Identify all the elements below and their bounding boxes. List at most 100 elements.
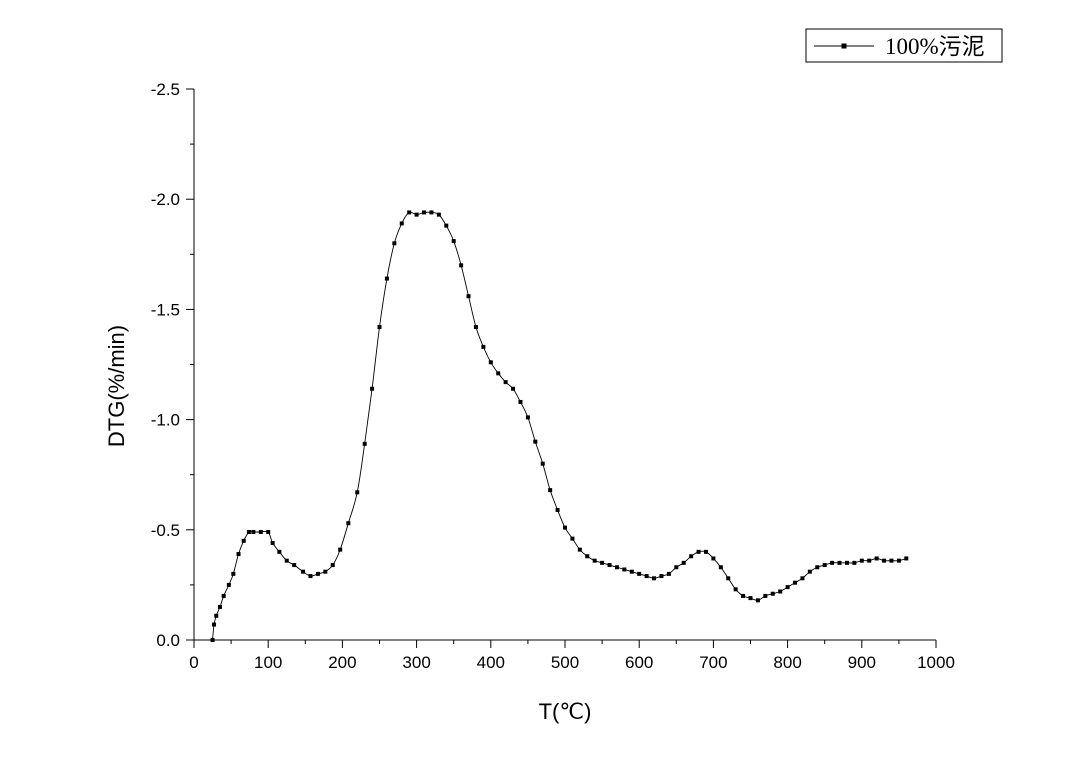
data-point [466, 294, 471, 299]
data-point [577, 547, 582, 552]
data-point [785, 585, 790, 590]
x-tick-label: 300 [402, 653, 430, 672]
data-point [292, 563, 297, 568]
data-point [241, 538, 246, 543]
data-point [511, 386, 516, 391]
data-point [882, 558, 887, 563]
data-point [518, 399, 523, 404]
data-point [778, 589, 783, 594]
x-tick-label: 400 [477, 653, 505, 672]
data-point [859, 558, 864, 563]
data-point [563, 525, 567, 530]
data-point [251, 530, 256, 534]
data-point [384, 276, 389, 281]
data-point [459, 263, 464, 268]
data-point [585, 554, 590, 559]
data-point [904, 556, 909, 561]
y-tick-label: -1.0 [151, 411, 180, 430]
data-point [652, 576, 657, 581]
data-point [284, 558, 289, 563]
data-point [277, 549, 282, 554]
data-point [308, 574, 313, 579]
data-point [770, 591, 775, 596]
data-point [399, 221, 404, 226]
legend-entry-label: 100%污泥 [885, 34, 985, 59]
data-point [644, 574, 649, 579]
data-point [236, 552, 241, 557]
data-point [689, 554, 694, 559]
data-point [429, 210, 434, 215]
data-point [370, 386, 375, 391]
data-point [896, 558, 901, 563]
data-point [214, 613, 219, 618]
data-point [844, 560, 849, 565]
data-point [392, 241, 397, 246]
x-tick-label: 600 [625, 653, 653, 672]
data-point [666, 571, 671, 576]
data-point [793, 580, 798, 585]
data-point [696, 549, 701, 554]
x-axis-title: T(℃) [539, 699, 592, 724]
data-point [338, 547, 343, 552]
data-point [741, 593, 746, 598]
data-point [346, 521, 351, 526]
data-point [622, 567, 627, 572]
data-point [629, 569, 634, 574]
data-point [874, 556, 879, 561]
data-point [533, 439, 538, 444]
x-tick-label: 1000 [917, 653, 955, 672]
x-tick-label: 700 [699, 653, 727, 672]
y-tick-label: -0.5 [151, 521, 180, 540]
data-point [377, 325, 382, 330]
data-point [718, 565, 723, 570]
x-tick-label: 500 [551, 653, 579, 672]
data-point [488, 360, 493, 365]
data-point [422, 210, 427, 215]
data-point [807, 569, 812, 574]
data-point [481, 344, 486, 349]
data-point [607, 563, 612, 568]
x-tick-label: 200 [328, 653, 356, 672]
data-point [362, 441, 367, 446]
data-point [315, 571, 320, 576]
data-point [301, 569, 306, 574]
x-tick-label: 900 [848, 653, 876, 672]
data-point [592, 558, 597, 563]
y-tick-label: 0.0 [156, 631, 180, 650]
data-point [703, 549, 708, 554]
data-point [217, 604, 222, 609]
data-point [451, 239, 456, 244]
data-point [726, 576, 731, 581]
data-point [763, 593, 768, 598]
data-point [258, 530, 263, 534]
series-layer [210, 210, 909, 642]
y-axis-title: DTG(%/min) [104, 325, 129, 447]
data-point [852, 560, 857, 565]
data-point [270, 541, 275, 546]
data-point [570, 536, 575, 541]
data-point [815, 565, 820, 570]
x-tick-label: 100 [254, 653, 282, 672]
data-point [525, 415, 530, 420]
data-point [674, 565, 679, 570]
data-point [548, 488, 553, 493]
x-tick-label: 0 [189, 653, 198, 672]
data-point [837, 560, 842, 565]
data-point [496, 371, 501, 376]
data-point [246, 530, 251, 534]
data-point [540, 461, 545, 466]
data-point [323, 569, 328, 574]
data-point [733, 587, 738, 592]
data-point [711, 556, 716, 561]
data-point [414, 212, 419, 217]
data-point [266, 530, 271, 534]
data-point [355, 490, 360, 495]
data-point [210, 638, 215, 642]
data-point [637, 571, 642, 576]
y-tick-label: -2.0 [151, 190, 180, 209]
data-point [755, 598, 760, 603]
data-point [748, 596, 753, 601]
x-tick-label: 800 [773, 653, 801, 672]
legend-marker-sample [841, 43, 847, 49]
axes: 0 100 200 300 400 500 600 700 800 900 1000 0.0 -0.5 -… [151, 80, 955, 672]
